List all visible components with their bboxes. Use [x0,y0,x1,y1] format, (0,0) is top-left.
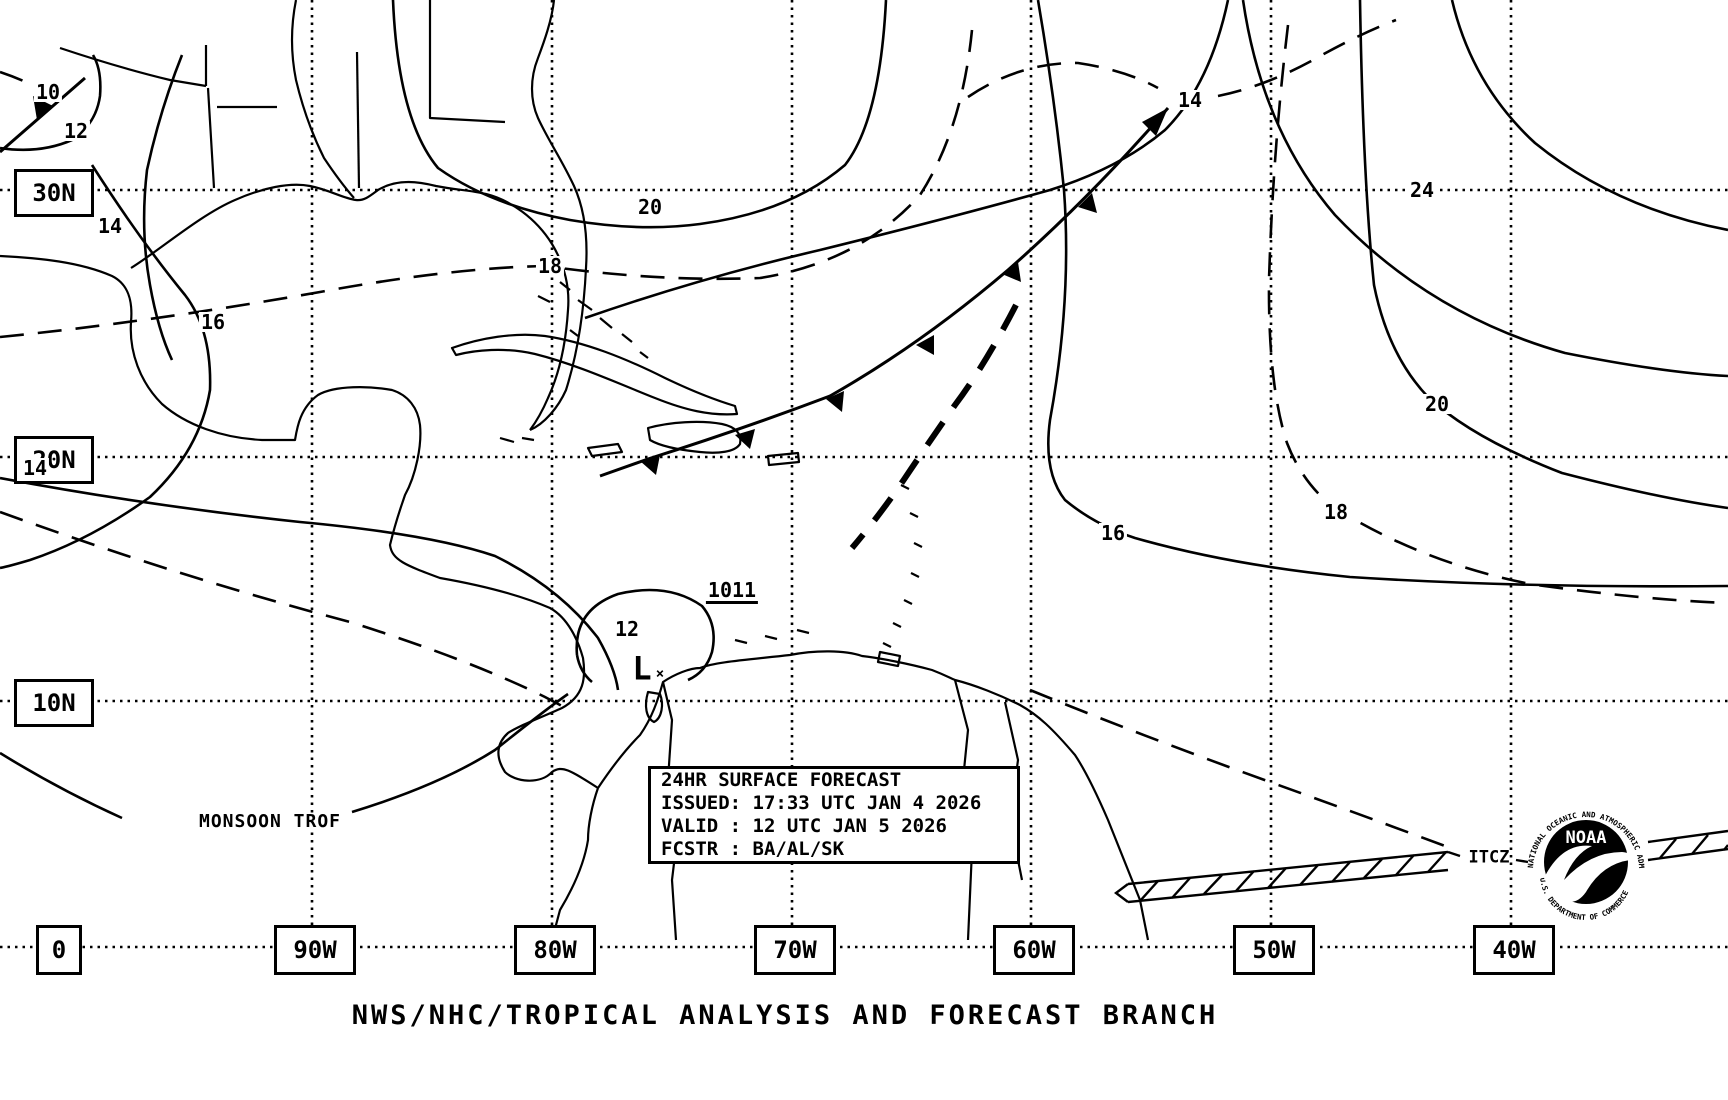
itcz-label: ITCZ [1468,847,1510,868]
low-pressure-symbol: L [632,649,652,688]
lat-label-30n: 30N [14,169,94,217]
monsoon-trof-label: MONSOON TROF [198,811,342,832]
forecast-info-box: 24HR SURFACE FORECAST ISSUED: 17:33 UTC … [648,766,1020,864]
isobar-label: 18 [1321,500,1351,524]
lon-label-text: 70W [773,936,817,964]
lon-label-50w: 50W [1233,925,1315,975]
isobar-label: 16 [1098,521,1128,545]
lon-label-text: 0 [51,936,67,964]
isobars-solid [0,0,1728,820]
lon-label-text: 90W [293,936,337,964]
info-line-valid: VALID : 12 UTC JAN 5 2026 [661,815,947,837]
info-line-forecaster: FCSTR : BA/AL/SK [661,838,845,860]
lon-label-70w: 70W [754,925,836,975]
isobar-label: 18 [535,254,565,278]
itcz-band [1114,829,1728,904]
noaa-acronym: NOAA [1566,828,1607,848]
low-position-marker: × [655,666,665,682]
lon-label-80w: 80W [514,925,596,975]
front-stub-northwest [0,76,86,154]
lon-label-40w: 40W [1473,925,1555,975]
isobar-label: 14 [95,214,125,238]
isobar-label: 14 [20,456,50,480]
isobar-label: 12 [612,617,642,641]
lon-label-90w: 90W [274,925,356,975]
isobar-label: 24 [1407,178,1437,202]
noaa-gull-icon [1544,845,1631,902]
coastlines [0,0,1150,941]
lon-label-text: 40W [1492,936,1536,964]
info-line-product: 24HR SURFACE FORECAST [661,769,902,791]
lon-label-text: 50W [1252,936,1296,964]
lon-label-text: 80W [533,936,577,964]
isobar-label: 20 [1422,392,1452,416]
low-pressure-value: 1011 [705,578,759,604]
isobar-label: 12 [61,119,91,143]
isobar-label: 10 [33,80,63,104]
trough-line [849,303,1019,550]
lat-label-text: 10N [32,689,76,717]
lon-label-text: 60W [1012,936,1056,964]
lat-label-10n: 10N [14,679,94,727]
cold-front [599,107,1170,478]
info-line-issued: ISSUED: 17:33 UTC JAN 4 2026 [661,792,982,814]
lat-label-equator: 0 [36,925,82,975]
isobar-label: 20 [635,195,665,219]
lon-label-60w: 60W [993,925,1075,975]
page-title: NWS/NHC/TROPICAL ANALYSIS AND FORECAST B… [351,1000,1219,1031]
isobars-dashed [0,18,1728,848]
isobar-label: 14 [1175,88,1205,112]
isobar-label: 16 [198,310,228,334]
lat-label-text: 30N [32,179,76,207]
